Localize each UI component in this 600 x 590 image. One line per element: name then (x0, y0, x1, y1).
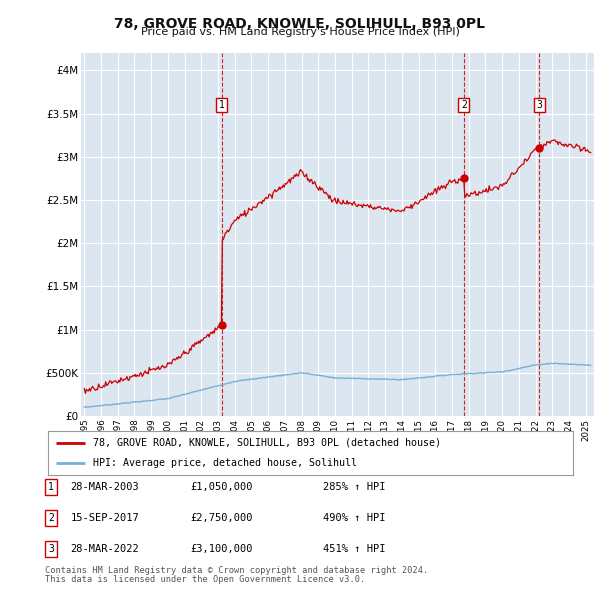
Text: 3: 3 (536, 100, 542, 110)
Text: 3: 3 (48, 545, 54, 554)
Text: 28-MAR-2022: 28-MAR-2022 (71, 545, 139, 554)
Text: This data is licensed under the Open Government Licence v3.0.: This data is licensed under the Open Gov… (45, 575, 365, 584)
Text: 2: 2 (48, 513, 54, 523)
Text: HPI: Average price, detached house, Solihull: HPI: Average price, detached house, Soli… (92, 458, 356, 468)
Text: 1: 1 (48, 482, 54, 491)
Text: 78, GROVE ROAD, KNOWLE, SOLIHULL, B93 0PL: 78, GROVE ROAD, KNOWLE, SOLIHULL, B93 0P… (115, 17, 485, 31)
Text: £3,100,000: £3,100,000 (191, 545, 253, 554)
Text: £1,050,000: £1,050,000 (191, 482, 253, 491)
Text: 1: 1 (219, 100, 225, 110)
Text: 285% ↑ HPI: 285% ↑ HPI (323, 482, 385, 491)
Text: Price paid vs. HM Land Registry's House Price Index (HPI): Price paid vs. HM Land Registry's House … (140, 27, 460, 37)
Text: 451% ↑ HPI: 451% ↑ HPI (323, 545, 385, 554)
Text: Contains HM Land Registry data © Crown copyright and database right 2024.: Contains HM Land Registry data © Crown c… (45, 566, 428, 575)
Text: 490% ↑ HPI: 490% ↑ HPI (323, 513, 385, 523)
Text: £2,750,000: £2,750,000 (191, 513, 253, 523)
Text: 78, GROVE ROAD, KNOWLE, SOLIHULL, B93 0PL (detached house): 78, GROVE ROAD, KNOWLE, SOLIHULL, B93 0P… (92, 438, 440, 448)
Text: 15-SEP-2017: 15-SEP-2017 (71, 513, 139, 523)
Text: 28-MAR-2003: 28-MAR-2003 (71, 482, 139, 491)
Text: 2: 2 (461, 100, 467, 110)
